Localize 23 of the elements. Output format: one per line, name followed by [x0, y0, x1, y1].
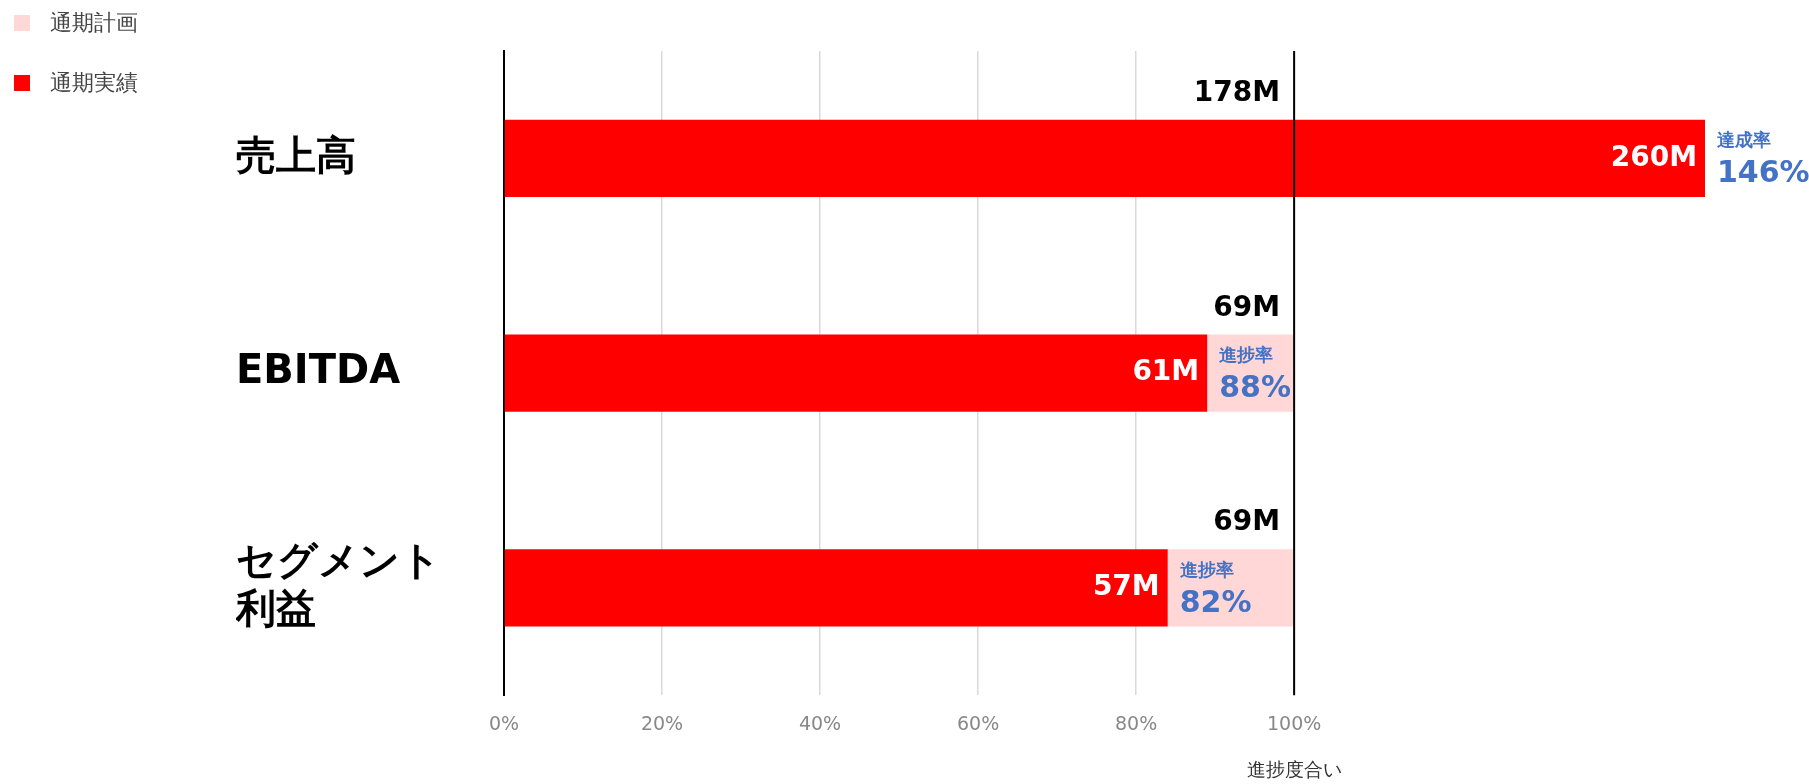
annotation: 69M: [1213, 289, 1281, 323]
y-tick-label: 売上高: [236, 131, 356, 178]
legend-label: 通期実績: [50, 69, 138, 97]
legend-label: 通期計画: [50, 9, 138, 37]
annotation: 178M: [1193, 75, 1281, 108]
annotation: 進捗率 82%: [1179, 558, 1252, 619]
x-tick-label: 60%: [956, 711, 1000, 734]
annotation: 61M: [1132, 354, 1200, 388]
y-tick-label: EBITDA: [236, 346, 401, 393]
annotation: 進捗率 88%: [1219, 344, 1292, 405]
annotation: 達成率 146%: [1717, 129, 1809, 190]
bar: [504, 119, 1705, 198]
annotation: 57M: [1092, 569, 1160, 603]
annotation: 260M: [1610, 139, 1697, 173]
x-tick-label: 40%: [798, 711, 842, 734]
x-tick-label: 20%: [640, 711, 684, 734]
annotation: 69M: [1213, 504, 1281, 538]
x-tick-label: 80%: [1114, 711, 1158, 734]
x-tick-label: 100%: [1266, 711, 1322, 734]
x-tick-label: 0%: [488, 711, 520, 734]
x-axis-title: 進捗度合い: [1246, 758, 1342, 780]
bar: [504, 549, 1168, 627]
bar: [504, 334, 1208, 412]
